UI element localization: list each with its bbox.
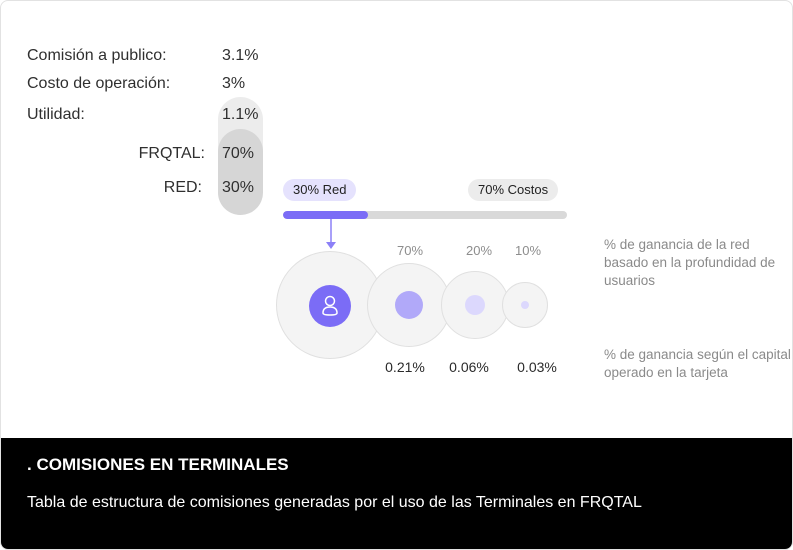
distribution-bar <box>283 211 567 219</box>
distribution-bar-fill <box>283 211 369 219</box>
commission-value: 3.1% <box>222 47 259 64</box>
frqtal-label: FRQTAL: <box>138 145 205 162</box>
section-subtitle: Tabla de estructura de comisiones genera… <box>27 494 642 511</box>
level-3-share: 10% <box>514 243 542 258</box>
level-3-dot <box>521 301 529 309</box>
level-2-circle <box>441 271 509 339</box>
user-avatar <box>309 285 351 327</box>
red-value: 30% <box>222 179 255 196</box>
utility-label: Utilidad: <box>27 106 85 123</box>
capital-note: % de ganancia según el capital operado e… <box>604 347 791 380</box>
level-1-dot <box>395 291 423 319</box>
level-2-gain: 0.06% <box>449 359 489 375</box>
costs-tag: 70% Costos <box>468 179 559 201</box>
red-label: RED: <box>163 179 202 196</box>
footer: . COMISIONES EN TERMINALES Tabla de estr… <box>1 438 792 549</box>
level-2-share: 20% <box>465 243 493 258</box>
utility-value: 1.1% <box>222 106 259 123</box>
network-note: % de ganancia de la red basado en la pro… <box>604 237 776 288</box>
level-3-circle <box>502 282 548 328</box>
operation-cost-value: 3% <box>222 75 246 92</box>
split-pill <box>218 129 263 215</box>
frqtal-value: 70% <box>222 145 255 162</box>
level-2-dot <box>465 295 485 315</box>
level-1-gain: 0.21% <box>385 359 425 375</box>
arrow-down-icon <box>326 219 336 249</box>
commission-label: Comisión a publico: <box>27 47 167 64</box>
level-3-gain: 0.03% <box>517 359 557 375</box>
section-title: . COMISIONES EN TERMINALES <box>27 455 289 474</box>
operation-cost-label: Costo de operación: <box>27 75 171 92</box>
user-icon <box>322 295 338 316</box>
level-1-share: 70% <box>396 243 424 258</box>
red-tag: 30% Red <box>283 179 357 201</box>
